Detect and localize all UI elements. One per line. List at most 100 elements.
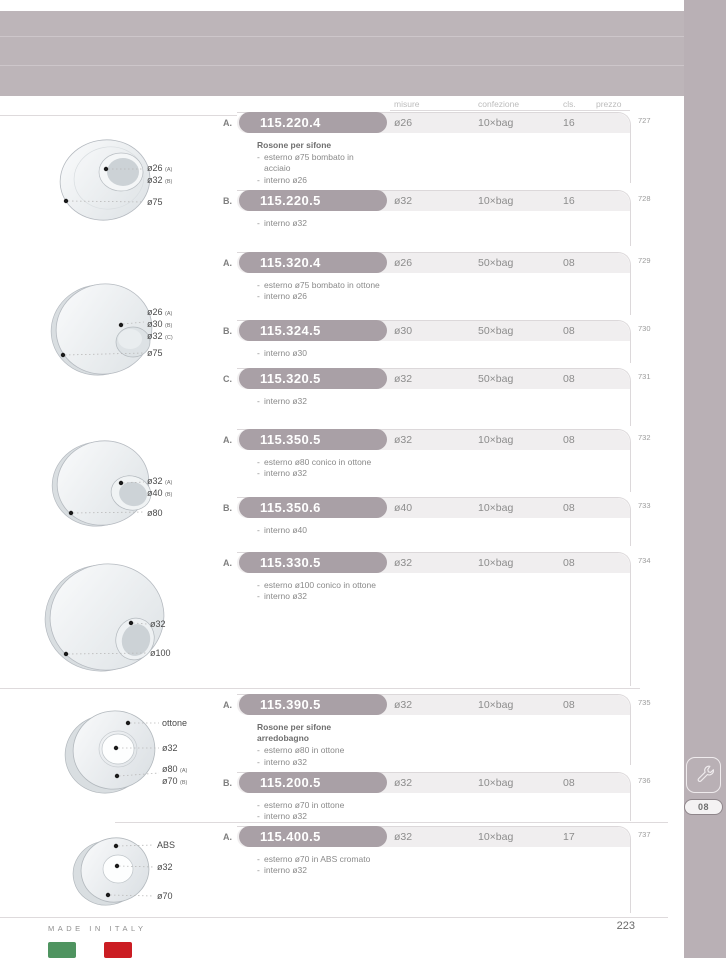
product-entry: A. 115.330.5 ø32 10×bag 08 734 - esterno … [223, 552, 651, 686]
misure-value: ø32 [394, 699, 413, 711]
confezione-value: 10×bag [478, 777, 514, 789]
confezione-value: 10×bag [478, 117, 514, 129]
section-tab-badge[interactable]: 08 [684, 799, 723, 815]
confezione-value: 10×bag [478, 557, 514, 569]
description-item: - esterno ø80 in ottone [257, 745, 345, 756]
product-entry: B. 115.200.5 ø32 10×bag 08 736 - esterno … [223, 772, 651, 821]
entry-letter: A. [223, 435, 232, 445]
description-item: - interno ø26 [257, 291, 307, 302]
product-code-pill: 115.320.5 [239, 368, 387, 389]
product-figure-rosone-bombato-acciaio: ø26 (A) ø32 (B) ø75 [45, 128, 230, 228]
confezione-value: 10×bag [478, 502, 514, 514]
description-item: - esterno ø70 in ottone [257, 800, 345, 810]
entry-index-number: 735 [638, 698, 651, 707]
misure-value: ø40 [394, 502, 413, 514]
confezione-value: 10×bag [478, 434, 514, 446]
dimension-label: ø26 (A) [147, 163, 173, 173]
entry-index-number: 727 [638, 116, 651, 125]
cls-value: 16 [563, 117, 575, 129]
confezione-value: 50×bag [478, 373, 514, 385]
column-header-misure: misure [394, 99, 420, 109]
cls-value: 16 [563, 195, 575, 207]
description-item: - interno ø32 [257, 865, 307, 876]
entry-index-number: 733 [638, 501, 651, 510]
product-code: 115.350.6 [260, 500, 321, 515]
banner-band [0, 11, 684, 36]
rosette-illustration [51, 440, 152, 527]
entry-description: - interno ø30 [257, 348, 381, 359]
dimension-label: ø75 [147, 348, 163, 358]
product-code: 115.350.5 [260, 432, 321, 447]
entry-description: - esterno ø80 conico in ottone - interno ø… [257, 457, 381, 479]
column-header-cls: cls. [563, 99, 576, 109]
product-entry: A. 115.350.5 ø32 10×bag 08 732 - esterno … [223, 429, 651, 492]
confezione-value: 10×bag [478, 831, 514, 843]
flag-green-square [48, 942, 76, 958]
cls-value: 08 [563, 502, 575, 514]
section-divider [115, 822, 668, 823]
column-header-confezione: confezione [478, 99, 520, 109]
product-code: 115.324.5 [260, 323, 321, 338]
page-number: 223 [616, 920, 635, 932]
product-code-pill: 115.320.4 [239, 252, 387, 273]
entry-letter: B. [223, 503, 232, 513]
rosette-illustration [44, 563, 165, 672]
entry-description: - esterno ø75 bombato in ottone - interno … [257, 280, 381, 302]
product-figure-rosone-bombato-ottone: ø26 (A) ø30 (B) ø32 (C) ø75 [45, 278, 230, 383]
tool-category-button[interactable] [686, 757, 721, 793]
product-code-pill: 115.324.5 [239, 320, 387, 341]
entry-index-number: 730 [638, 324, 651, 333]
description-item: - esterno ø70 in ABS cromato [257, 854, 371, 864]
banner-band [0, 37, 684, 65]
misure-value: ø32 [394, 373, 413, 385]
product-figure-rosone-conico-80: ø32 (A) ø40 (B) ø80 [45, 435, 230, 530]
description-item: - interno ø40 [257, 525, 307, 535]
product-entry: A. 115.400.5 ø32 10×bag 17 737 - esterno … [223, 826, 651, 913]
header-underline [390, 110, 630, 111]
dimension-label: ø30 (B) [147, 319, 173, 329]
dimension-label: ø32 (C) [147, 331, 173, 341]
rosette-illustration [72, 837, 155, 906]
entry-letter: B. [223, 326, 232, 336]
product-code-pill: 115.400.5 [239, 826, 387, 847]
description-item: - interno ø32 [257, 756, 307, 767]
confezione-value: 50×bag [478, 257, 514, 269]
product-entry: A. 115.220.4 ø26 10×bag 16 727 Rosone pe… [223, 112, 651, 185]
entry-description: Rosone per sifone arredobagno - esterno ø… [257, 722, 381, 768]
material-label: ottone [162, 718, 188, 728]
product-code-pill: 115.390.5 [239, 694, 387, 715]
cls-value: 08 [563, 777, 575, 789]
dimension-label: ø70 (B) [162, 776, 188, 786]
dimension-label: ø80 [147, 508, 163, 518]
dimension-label: ø75 [147, 197, 163, 207]
cls-value: 08 [563, 434, 575, 446]
description-item: - esterno ø80 conico in ottone [257, 457, 372, 467]
misure-value: ø32 [394, 434, 413, 446]
misure-value: ø32 [394, 777, 413, 789]
product-figure-rosone-abs: ABS ø32 ø70 [45, 825, 235, 915]
description-title: Rosone per sifone [257, 140, 332, 150]
product-figure-rosone-conico-100: ø32 ø100 [35, 555, 235, 675]
entry-index-number: 732 [638, 433, 651, 442]
product-entry: C. 115.320.5 ø32 50×bag 08 731 - interno … [223, 368, 651, 426]
banner-divider [0, 65, 684, 66]
misure-value: ø30 [394, 325, 413, 337]
product-entry: B. 115.350.6 ø40 10×bag 08 733 - interno … [223, 497, 651, 546]
cls-value: 08 [563, 325, 575, 337]
entry-description: - interno ø40 [257, 525, 381, 536]
description-item: - interno ø32 [257, 396, 307, 406]
section-sidebar: 08 [684, 0, 726, 958]
misure-value: ø26 [394, 257, 413, 269]
product-code: 115.320.4 [260, 255, 321, 270]
entry-letter: A. [223, 258, 232, 268]
entry-letter: A. [223, 700, 232, 710]
confezione-value: 50×bag [478, 325, 514, 337]
product-entry: A. 115.320.4 ø26 50×bag 08 729 - esterno … [223, 252, 651, 315]
misure-value: ø26 [394, 117, 413, 129]
misure-value: ø32 [394, 557, 413, 569]
entry-description: - esterno ø100 conico in ottone - interno … [257, 580, 381, 602]
dimension-label: ø32 [150, 619, 166, 629]
description-item: - interno ø26 [257, 174, 307, 185]
cls-value: 17 [563, 831, 575, 843]
product-code: 115.220.5 [260, 193, 321, 208]
